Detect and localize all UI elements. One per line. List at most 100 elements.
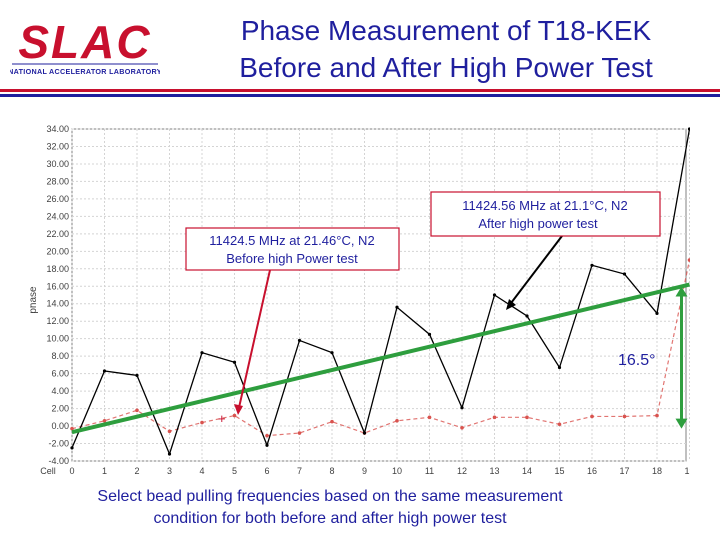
y-tick-label: 12.00 [46, 316, 69, 326]
slac-logo: SLAC NATIONAL ACCELERATOR LABORATORY [10, 18, 160, 76]
y-tick-label: 6.00 [51, 369, 69, 379]
y-tick-label: 14.00 [46, 299, 69, 309]
logo-wordmark: SLAC [18, 18, 151, 68]
series-point-before [200, 420, 204, 425]
annotation-layer: + [71, 235, 690, 435]
series-point-before [525, 415, 529, 420]
phase-shift-arrow-up [675, 286, 688, 297]
series-point-before [687, 258, 690, 262]
delta-phase-label: 16.5° [618, 352, 656, 369]
y-tick-label: 30.00 [46, 159, 69, 169]
x-tick-label: 12 [457, 466, 467, 476]
series-point-before [167, 429, 172, 434]
trend-line [71, 282, 690, 435]
y-tick-label: 2.00 [51, 404, 69, 414]
x-tick-label: 7 [297, 466, 302, 476]
series-point-before [102, 419, 107, 423]
y-axis: -4.00 -2.00 0.00 2.00 4.00 6.00 8.00 10.00 12.00… [46, 124, 69, 466]
series-point-after [525, 314, 529, 318]
y-axis-label: phase [30, 286, 39, 314]
caption-line-2: condition for both before and after high… [153, 510, 507, 527]
x-tick-label: 19 [684, 466, 690, 476]
series-point-before [460, 426, 464, 430]
x-tick-label: 10 [392, 466, 402, 476]
header-rule-blue [0, 94, 720, 97]
series-point-before [557, 422, 562, 427]
x-tick-label: 8 [329, 466, 334, 476]
y-tick-label: 32.00 [46, 141, 69, 151]
before-annotation-line-2: Before high Power test [226, 251, 358, 266]
series-point-after [460, 406, 464, 410]
slide-caption: Select bead pulling frequencies based on… [40, 486, 620, 530]
y-tick-label: 24.00 [46, 211, 69, 221]
x-tick-label: 0 [69, 466, 74, 476]
series-line-after [71, 128, 690, 456]
title-line-2: Before and After High Power Test [239, 52, 653, 83]
slide-title: Phase Measurement of T18-KEK Before and … [190, 12, 702, 86]
grid-lines [71, 128, 690, 462]
x-tick-label: 18 [652, 466, 662, 476]
x-tick-label: 9 [362, 466, 367, 476]
series-layer [70, 127, 690, 456]
series-point-before [70, 426, 74, 431]
header-rule-red [0, 89, 720, 92]
y-tick-label: 0.00 [51, 421, 69, 431]
x-tick-label: 6 [264, 466, 269, 476]
x-tick-label: 11 [425, 466, 434, 476]
series-point-after [492, 293, 497, 297]
y-tick-label: 26.00 [46, 194, 69, 204]
series-point-before [265, 433, 269, 438]
y-tick-label: -4.00 [48, 456, 69, 466]
after-annotation-pointer [507, 235, 563, 308]
series-point-before [492, 415, 497, 420]
x-tick-label: 13 [489, 466, 499, 476]
series-point-before [427, 415, 432, 420]
logo-subtext: NATIONAL ACCELERATOR LABORATORY [10, 67, 160, 76]
y-tick-label: 20.00 [46, 246, 69, 256]
x-tick-label: 16 [587, 466, 597, 476]
y-tick-label: 8.00 [51, 351, 69, 361]
x-axis: Cell012345678910111213141516171819 [40, 466, 690, 476]
series-point-after [362, 431, 367, 435]
series-point-after [427, 332, 432, 336]
series-point-before [622, 414, 627, 419]
phase-chart: -4.00 -2.00 0.00 2.00 4.00 6.00 8.00 10.00 12.00… [30, 124, 690, 476]
series-point-after [102, 369, 107, 373]
series-point-after [622, 272, 627, 276]
series-point-after [200, 351, 204, 355]
series-point-before [330, 419, 334, 424]
before-marker-cross: + [218, 411, 226, 426]
before-annotation-pointer [237, 269, 271, 413]
series-point-after [265, 443, 269, 447]
after-annotation-box [430, 191, 661, 237]
y-tick-label: 18.00 [46, 264, 69, 274]
series-point-after [330, 351, 334, 355]
x-tick-label: 5 [232, 466, 237, 476]
series-point-before [232, 413, 237, 418]
series-point-after [70, 446, 74, 450]
series-point-after [135, 373, 139, 377]
x-tick-label: 17 [619, 466, 629, 476]
series-line-before [71, 259, 690, 437]
x-tick-label: 15 [554, 466, 564, 476]
series-point-after [167, 452, 172, 456]
y-tick-label: 28.00 [46, 176, 69, 186]
before-annotation-box [185, 227, 400, 271]
after-annotation-line-1: 11424.56 MHz at 21.1°C, N2 [462, 198, 627, 213]
series-point-before [395, 419, 399, 423]
x-tick-label: 1 [102, 466, 107, 476]
x-tick-label: Cell [40, 466, 56, 476]
before-annotation-line-1: 11424.5 MHz at 21.46°C, N2 [209, 233, 374, 248]
y-tick-label: 4.00 [51, 386, 69, 396]
series-point-before [135, 408, 139, 413]
x-tick-label: 14 [522, 466, 532, 476]
phase-shift-arrow-down [675, 418, 688, 429]
y-tick-label: 16.00 [46, 281, 69, 291]
title-line-1: Phase Measurement of T18-KEK [240, 15, 652, 46]
before-pointer-arrowhead [234, 404, 243, 415]
y-tick-label: 10.00 [46, 334, 69, 344]
series-point-after [557, 365, 562, 370]
x-tick-label: 3 [167, 466, 172, 476]
series-point-after [655, 311, 659, 315]
series-point-after [395, 305, 399, 309]
